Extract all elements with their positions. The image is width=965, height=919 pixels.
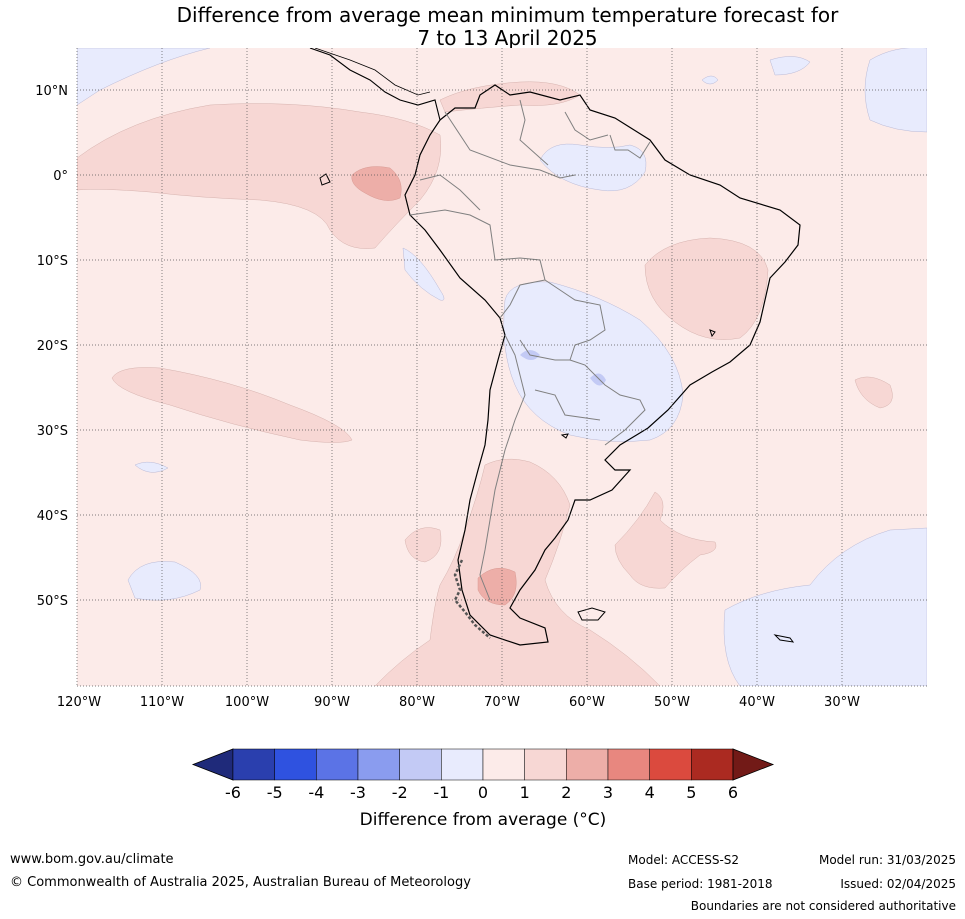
cool-region-nw [77, 48, 211, 106]
south-america-coastline [404, 84, 801, 646]
lat-label: 0° [53, 169, 68, 184]
warm-region-atlantic-small [854, 376, 893, 409]
colorbar-swatch [649, 748, 692, 781]
footer-base-period: Base period: 1981-2018 [628, 877, 773, 891]
footer-issued: Issued: 02/04/2025 [840, 877, 956, 891]
colorbar-tick-label: 0 [478, 783, 488, 802]
lat-label: 20°S [37, 339, 68, 354]
footer-url: www.bom.gov.au/climate [10, 852, 174, 867]
lat-label: 10°S [37, 254, 68, 269]
cool-region-pacific-small [134, 461, 169, 473]
colorbar-swatch [357, 748, 400, 781]
cool-region-south-atlantic [723, 527, 927, 686]
lon-label: 30°W [824, 695, 860, 710]
lon-label: 120°W [57, 695, 101, 710]
south-georgia [773, 634, 795, 643]
colorbar-swatch [482, 748, 525, 781]
colorbar-tick-label: -4 [308, 783, 324, 802]
colorbar-tick-label: -2 [392, 783, 408, 802]
lon-label: 50°W [654, 695, 690, 710]
cool-region-tiny [701, 75, 719, 85]
lon-label: 60°W [569, 695, 605, 710]
colorbar-tick-label: 5 [686, 783, 696, 802]
cool-region-amazon [539, 143, 647, 192]
footer-copyright: © Commonwealth of Australia 2025, Austra… [10, 875, 471, 890]
colorbar-swatch [399, 748, 442, 781]
warm-region-brazil [644, 237, 769, 340]
colorbar-ticks: -6 -5 -4 -3 -2 -1 0 1 2 3 4 5 6 [225, 783, 738, 802]
warm-region-pacific-band [111, 367, 353, 443]
colorbar [191, 748, 775, 781]
map-title: Difference from average mean minimum tem… [0, 4, 965, 50]
central-america-coastline [309, 48, 441, 121]
warm-region-argentine-sea [614, 491, 717, 589]
lon-label: 40°W [739, 695, 775, 710]
gridlines [77, 48, 927, 686]
cool-region-small-atlantic [769, 56, 811, 76]
warm-region-eastern-pacific [77, 103, 441, 249]
colorbar-swatch [316, 748, 359, 781]
cool-region-central-sa [503, 281, 684, 442]
colorbar-swatch [441, 748, 484, 781]
colorbar-tick-label: -1 [433, 783, 449, 802]
lake [560, 433, 569, 439]
central-america-north-coast [314, 48, 431, 96]
colorbar-tick-label: 1 [520, 783, 530, 802]
lon-label: 90°W [314, 695, 350, 710]
colorbar-swatch [274, 748, 317, 781]
warm-region-chile-offshore [404, 527, 442, 563]
longitude-labels: 120°W 110°W 100°W 90°W 80°W 70°W 60°W 50… [57, 695, 860, 710]
lat-label: 10°N [35, 84, 68, 99]
country-borders [409, 99, 651, 601]
colorbar-extend-high [732, 748, 775, 781]
chilean-archipelago [453, 559, 491, 639]
latitude-labels: 10°N 0° 10°S 20°S 30°S 40°S 50°S [35, 84, 68, 609]
colorbar-tick-label: 6 [728, 783, 738, 802]
colorbar-tick-label: 3 [603, 783, 613, 802]
colorbar-label: Difference from average (°C) [359, 810, 607, 830]
colorbar-swatch [566, 748, 609, 781]
colorbar-swatch [524, 748, 567, 781]
colorbar-swatch [691, 748, 734, 781]
colorbar-tick-label: -3 [350, 783, 366, 802]
colorbar-tick-label: 4 [645, 783, 655, 802]
falkland-islands [577, 607, 606, 621]
warm-region-patagonia [374, 458, 661, 686]
colorbar-extend-low [191, 748, 234, 781]
lon-label: 70°W [484, 695, 520, 710]
warmer-patch-equatorial-pacific [351, 166, 402, 201]
colorbar-tick-label: 2 [561, 783, 571, 802]
footer-disclaimer: Boundaries are not considered authoritat… [690, 899, 956, 913]
colorbar-tick-label: -6 [225, 783, 241, 802]
footer-model-run: Model run: 31/03/2025 [818, 853, 956, 867]
lon-label: 110°W [140, 695, 184, 710]
colorbar-swatch [232, 748, 275, 781]
footer-model: Model: ACCESS-S2 [628, 853, 740, 867]
colorbar-tick-label: -5 [267, 783, 283, 802]
cool-region-south-pacific [127, 561, 201, 601]
cool-region-peru-coast [402, 247, 445, 301]
lat-label: 30°S [37, 424, 68, 439]
colorbar-swatch [607, 748, 650, 781]
lat-label: 50°S [37, 594, 68, 609]
title-line-2: 7 to 13 April 2025 [417, 26, 598, 50]
lake [709, 329, 716, 338]
title-line-1: Difference from average mean minimum tem… [176, 3, 839, 27]
lat-label: 40°S [37, 509, 68, 524]
warmer-patch-patagonia [477, 567, 517, 606]
lon-label: 80°W [399, 695, 435, 710]
lon-label: 100°W [225, 695, 269, 710]
